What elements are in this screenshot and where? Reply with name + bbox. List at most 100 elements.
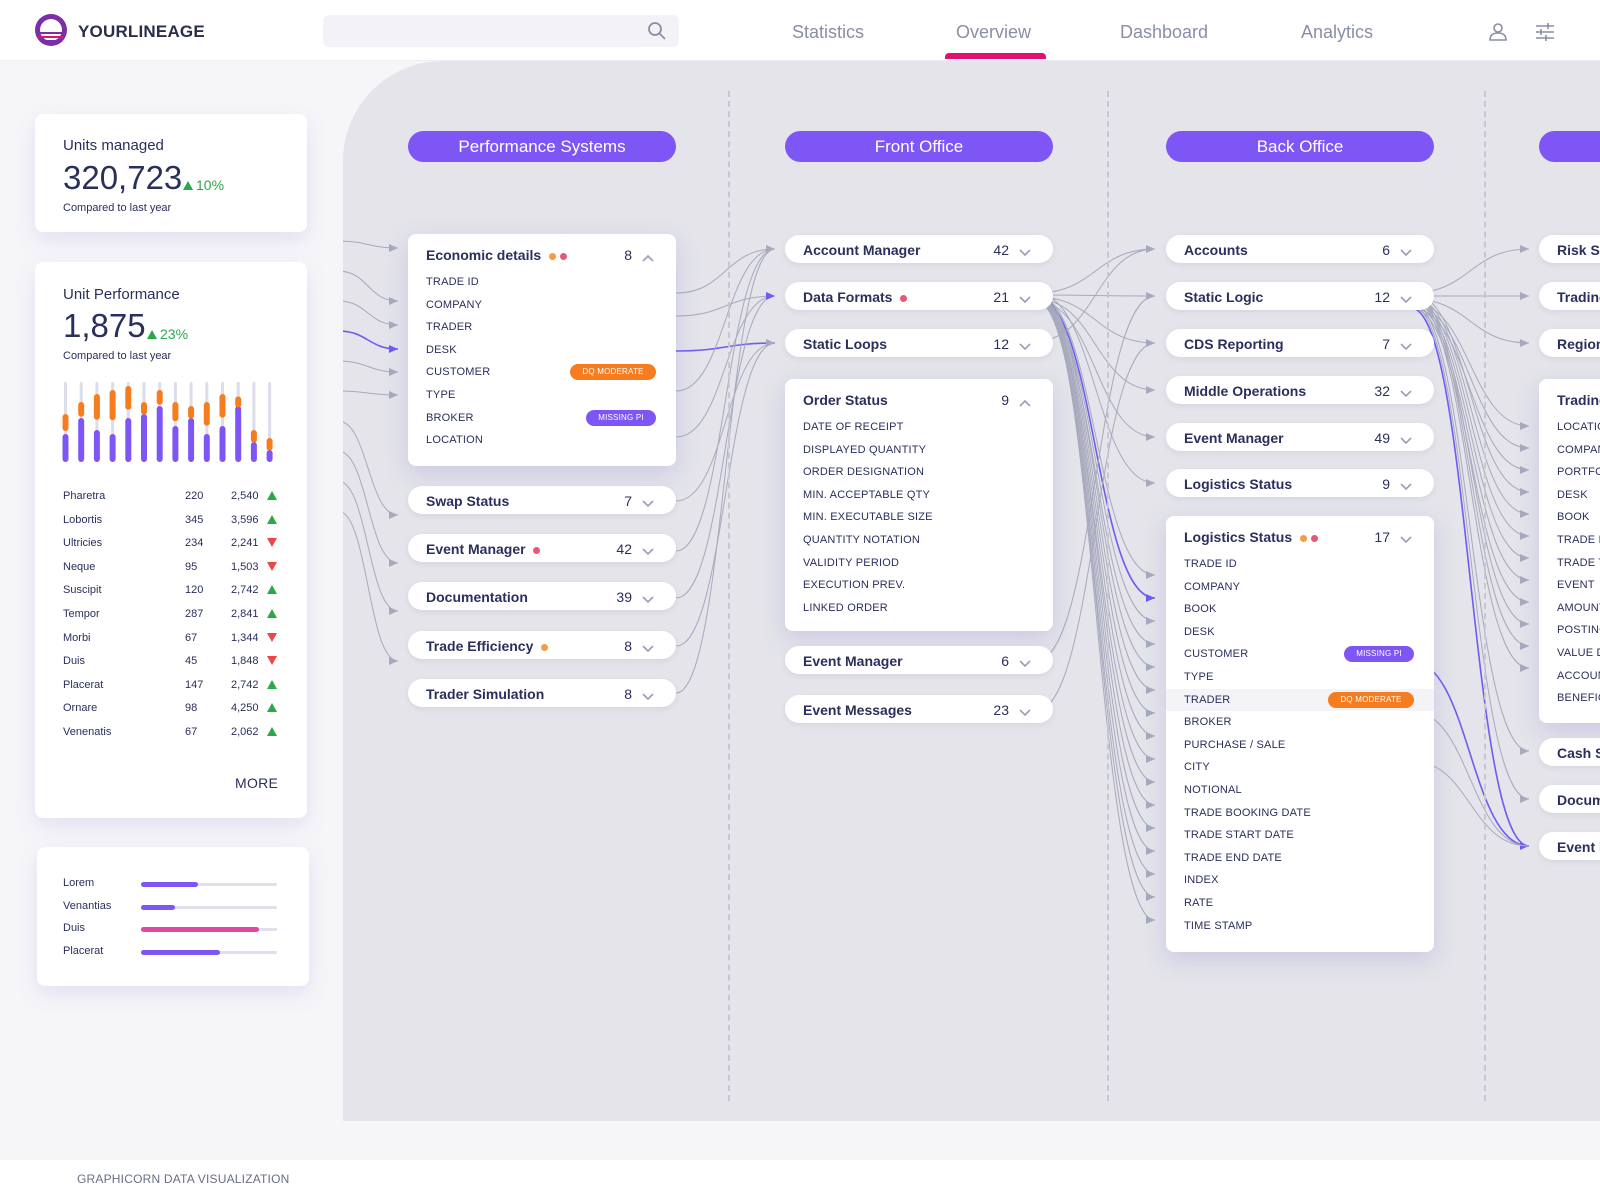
field-item[interactable]: TRADE TYPE bbox=[1557, 556, 1600, 569]
lineage-node-expanded[interactable]: Trading LOCATION COMPANY PORTFOLIO DESK BOOK… bbox=[1539, 379, 1600, 723]
chevron-down-icon[interactable] bbox=[1400, 338, 1412, 351]
chevron-down-icon[interactable] bbox=[1400, 291, 1412, 304]
field-item[interactable]: COMPANY bbox=[1184, 580, 1241, 593]
chevron-down-icon[interactable] bbox=[642, 688, 654, 701]
nav-analytics[interactable]: Analytics bbox=[1301, 22, 1374, 42]
field-item[interactable]: INDEX bbox=[1184, 874, 1219, 887]
field-item[interactable]: TRADE ID bbox=[426, 276, 479, 288]
lineage-node[interactable]: Event Messages 23 bbox=[785, 695, 1053, 723]
lineage-node[interactable]: Documentation 39 bbox=[408, 582, 676, 610]
lineage-node[interactable]: Swap Status 7 bbox=[408, 486, 676, 514]
chevron-down-icon[interactable] bbox=[1400, 478, 1412, 491]
lineage-node[interactable]: Accounts 6 bbox=[1166, 235, 1434, 263]
chevron-down-icon[interactable] bbox=[1400, 244, 1412, 257]
search-input[interactable] bbox=[323, 15, 679, 47]
field-item[interactable]: TRADE ID bbox=[1184, 558, 1237, 570]
field-item[interactable]: COMPANY bbox=[1557, 443, 1600, 456]
lineage-node[interactable]: Event Manager 42 bbox=[408, 534, 676, 562]
field-item[interactable]: TRADE START DATE bbox=[1184, 829, 1294, 842]
lineage-node[interactable]: Event Manager 49 bbox=[1166, 423, 1434, 451]
lineage-node-expanded[interactable]: Order Status 9 DATE OF RECEIPT DISPLAYED Q… bbox=[785, 379, 1053, 631]
field-item[interactable]: TYPE bbox=[426, 389, 456, 401]
lineage-node[interactable]: Data Formats 21 bbox=[785, 282, 1053, 310]
chevron-down-icon[interactable] bbox=[642, 640, 654, 653]
chevron-up-icon[interactable] bbox=[1019, 394, 1031, 407]
lineage-node[interactable]: Middle Operations 32 bbox=[1166, 376, 1434, 404]
field-item[interactable]: DISPLAYED QUANTITY bbox=[803, 443, 927, 456]
field-item[interactable]: RATE bbox=[1184, 897, 1214, 909]
field-item[interactable]: TRADER bbox=[426, 321, 473, 334]
field-item[interactable]: QUANTITY NOTATION bbox=[803, 534, 921, 546]
field-item[interactable]: ACCOUNT bbox=[1557, 669, 1600, 682]
field-item[interactable]: BROKER bbox=[426, 411, 474, 424]
field-item[interactable]: BENEFICIARY bbox=[1557, 692, 1600, 705]
field-item[interactable]: CUSTOMER bbox=[426, 366, 491, 379]
field-item[interactable]: TIME STAMP bbox=[1184, 919, 1253, 932]
chevron-down-icon[interactable] bbox=[1400, 385, 1412, 398]
lineage-node-expanded[interactable]: Economic details 8 TRADE ID COMPANY TRADER D… bbox=[408, 234, 676, 466]
chevron-down-icon[interactable] bbox=[1019, 655, 1031, 668]
chevron-down-icon[interactable] bbox=[1019, 704, 1031, 717]
lineage-node[interactable]: CDS Reporting 7 bbox=[1166, 329, 1434, 357]
chevron-down-icon[interactable] bbox=[1019, 244, 1031, 257]
nav-statistics[interactable]: Statistics bbox=[792, 22, 865, 42]
settings-sliders-icon[interactable] bbox=[1534, 22, 1556, 42]
field-item[interactable]: DATE OF RECEIPT bbox=[803, 421, 904, 433]
field-item[interactable]: BOOK bbox=[1557, 511, 1590, 524]
field-item[interactable]: MIN. ACCEPTABLE QTY bbox=[803, 488, 931, 501]
chevron-down-icon[interactable] bbox=[1400, 531, 1412, 544]
user-icon[interactable] bbox=[1488, 22, 1508, 42]
field-item[interactable]: MIN. EXECUTABLE SIZE bbox=[803, 511, 933, 524]
chevron-up-icon[interactable] bbox=[642, 249, 654, 262]
lineage-node[interactable]: Account Manager 42 bbox=[785, 235, 1053, 263]
chevron-down-icon[interactable] bbox=[1400, 432, 1412, 445]
field-item[interactable]: BROKER bbox=[1184, 716, 1232, 729]
field-item[interactable]: LOCATION bbox=[1557, 421, 1600, 433]
lineage-node[interactable]: Event Manager bbox=[1539, 832, 1600, 860]
lineage-node[interactable]: Risk Systems bbox=[1539, 235, 1600, 263]
field-item[interactable]: DESK bbox=[1184, 625, 1215, 638]
nav-dashboard[interactable]: Dashboard bbox=[1120, 22, 1209, 42]
column-header[interactable]: Front Office bbox=[785, 131, 1053, 162]
field-item[interactable]: VALUE DATE bbox=[1557, 647, 1600, 659]
nav-overview[interactable]: Overview bbox=[956, 22, 1032, 42]
lineage-node[interactable]: Logistics Status 9 bbox=[1166, 469, 1434, 497]
lineage-node[interactable]: Static Logic 12 bbox=[1166, 282, 1434, 310]
column-header[interactable]: Back Office bbox=[1166, 131, 1434, 162]
lineage-node[interactable]: Event Manager 6 bbox=[785, 646, 1053, 674]
lineage-node-expanded[interactable]: Logistics Status 17 TRADE ID COMPANY BOOK DE… bbox=[1166, 516, 1434, 952]
more-button[interactable]: MORE bbox=[235, 775, 279, 791]
field-item[interactable]: PURCHASE / SALE bbox=[1184, 738, 1286, 751]
field-item[interactable]: LOCATION bbox=[426, 434, 484, 447]
lineage-node[interactable]: Cash Status bbox=[1539, 738, 1600, 766]
chevron-down-icon[interactable] bbox=[642, 591, 654, 604]
field-item[interactable]: CITY bbox=[1184, 761, 1210, 774]
field-item[interactable]: POSTING bbox=[1557, 624, 1600, 637]
lineage-node[interactable]: Trading bbox=[1539, 282, 1600, 310]
field-item[interactable]: VALIDITY PERIOD bbox=[803, 556, 900, 569]
lineage-node[interactable]: Static Loops 12 bbox=[785, 329, 1053, 357]
field-item[interactable]: TRADER bbox=[1184, 693, 1231, 706]
chevron-down-icon[interactable] bbox=[1019, 338, 1031, 351]
lineage-node[interactable]: Regional bbox=[1539, 329, 1600, 357]
field-item[interactable]: DESK bbox=[426, 343, 457, 356]
field-item[interactable]: TRADE BOOKING DATE bbox=[1184, 806, 1311, 819]
field-item[interactable]: EVENT bbox=[1557, 579, 1595, 592]
field-item[interactable]: COMPANY bbox=[426, 298, 483, 311]
search-icon[interactable] bbox=[647, 21, 667, 41]
chevron-down-icon[interactable] bbox=[642, 543, 654, 556]
field-item[interactable]: ORDER DESIGNATION bbox=[803, 466, 925, 479]
field-item[interactable]: TRADE ID bbox=[1557, 534, 1600, 546]
chevron-down-icon[interactable] bbox=[642, 495, 654, 508]
lineage-node[interactable]: Trade Efficiency 8 bbox=[408, 631, 676, 659]
field-item[interactable]: BOOK bbox=[1184, 603, 1217, 616]
field-item[interactable]: EXECUTION PREV. bbox=[803, 579, 906, 592]
column-header[interactable]: Risk Management bbox=[1539, 131, 1600, 162]
field-item[interactable]: LINKED ORDER bbox=[803, 601, 888, 614]
field-item[interactable]: CUSTOMER bbox=[1184, 648, 1249, 661]
lineage-node[interactable]: Documentation bbox=[1539, 785, 1600, 813]
field-item[interactable]: TYPE bbox=[1184, 671, 1214, 683]
field-item[interactable]: AMOUNT bbox=[1557, 601, 1600, 614]
field-item[interactable]: DESK bbox=[1557, 488, 1588, 501]
column-header[interactable]: Performance Systems bbox=[408, 131, 676, 162]
